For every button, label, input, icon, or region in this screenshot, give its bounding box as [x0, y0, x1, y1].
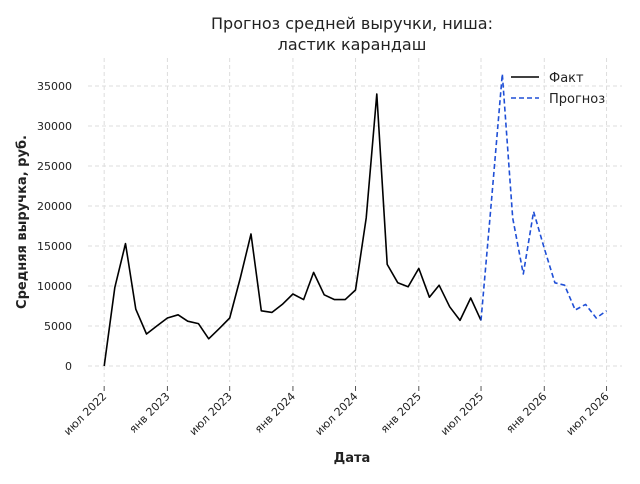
x-tick-label: июл 2023 — [187, 390, 235, 438]
x-tick-label: янв 2026 — [504, 390, 550, 436]
y-axis-title: Средняя выручка, руб. — [15, 135, 30, 309]
x-tick-label: янв 2024 — [252, 390, 298, 436]
grid — [88, 58, 622, 382]
x-axis-title: Дата — [334, 451, 371, 466]
legend-label-forecast: Прогноз — [549, 92, 605, 107]
series-lines — [103, 73, 607, 367]
y-tick-label: 30000 — [37, 120, 72, 133]
x-tick-label: янв 2025 — [378, 390, 424, 436]
x-axis-ticks: июл 2022 янв 2023 июл 2023 янв 2024 июл 2024… — [61, 386, 612, 438]
x-tick-label: июл 2022 — [61, 390, 109, 438]
legend-label-fact: Факт — [549, 71, 584, 86]
y-tick-label: 10000 — [37, 280, 72, 293]
y-tick-label: 25000 — [37, 160, 72, 173]
chart-title-line-2: ластик карандаш — [278, 35, 427, 54]
y-tick-label: 20000 — [37, 200, 72, 213]
chart-title-line-1: Прогноз средней выручки, ниша: — [211, 14, 493, 33]
y-tick-label: 35000 — [37, 80, 72, 93]
series-line-forecast — [480, 73, 607, 321]
x-tick-label: июл 2025 — [438, 390, 486, 438]
x-tick-label: июл 2024 — [313, 390, 361, 438]
legend: Факт Прогноз — [511, 71, 605, 107]
y-axis-ticks: 0 5000 10000 15000 20000 25000 30000 35000 — [37, 80, 72, 373]
x-tick-label: июл 2026 — [564, 390, 612, 438]
series-line-fact — [103, 93, 482, 367]
y-tick-label: 0 — [65, 360, 72, 373]
x-tick-label: янв 2023 — [127, 390, 173, 436]
y-tick-label: 5000 — [44, 320, 72, 333]
y-tick-label: 15000 — [37, 240, 72, 253]
